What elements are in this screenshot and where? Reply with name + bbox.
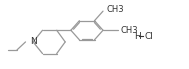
Text: H: H — [134, 32, 140, 41]
Text: N: N — [30, 37, 36, 46]
Text: CH3: CH3 — [121, 26, 139, 35]
Text: Cl: Cl — [144, 32, 153, 41]
Text: CH3: CH3 — [107, 5, 124, 14]
